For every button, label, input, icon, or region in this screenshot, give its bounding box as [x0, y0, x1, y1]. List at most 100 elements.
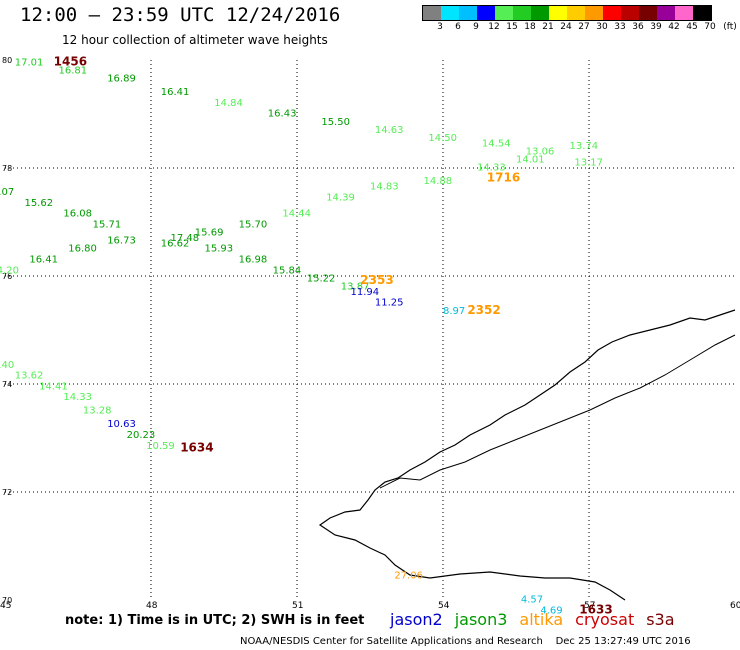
legend-label: 18: [524, 22, 536, 32]
timestamp: Dec 25 13:27:49 UTC 2016: [555, 636, 691, 647]
lon-label: 60: [730, 601, 740, 611]
legend-label: 42: [668, 22, 680, 32]
lon-label: 54: [438, 601, 450, 611]
lon-label: 57: [584, 601, 595, 611]
legend-label: 36: [632, 22, 644, 32]
legend-swatch: [459, 6, 477, 20]
satellite-jason3: jason3: [454, 610, 508, 629]
wave-height-value: 15.50: [321, 117, 350, 128]
wave-height-value: 14.33: [477, 163, 506, 174]
pass-time-label: 1634: [180, 441, 213, 455]
coastline: [318, 309, 736, 601]
lat-label: 72: [2, 488, 12, 497]
color-scale-legend: [422, 5, 712, 21]
wave-height-value: 14.88: [424, 176, 453, 187]
pass-time-label: 2353: [360, 273, 393, 287]
wave-height-value: 14.50: [428, 133, 457, 144]
legend-swatch: [603, 6, 621, 20]
wave-height-value: 13.62: [15, 371, 44, 382]
wave-height-value: 15.70: [239, 219, 268, 230]
jason2-wave-value: 10.63: [107, 419, 136, 430]
legend-label: 6: [455, 22, 461, 32]
legend-swatch: [441, 6, 459, 20]
legend-swatch: [693, 6, 711, 20]
footnote: note: 1) Time is in UTC; 2) SWH is in fe…: [65, 613, 365, 628]
legend-label: 3: [437, 22, 443, 32]
wave-height-value: 15.22: [307, 273, 336, 284]
credit-text: NOAA/NESDIS Center for Satellite Applica…: [240, 636, 543, 647]
lat-label: 70: [2, 596, 12, 605]
coastline-inner: [379, 334, 736, 489]
wave-height-value: 15.69: [195, 228, 224, 239]
legend-swatch: [675, 6, 693, 20]
wave-height-value: 13.06: [526, 147, 555, 158]
wave-height-value: 14.20: [0, 265, 19, 276]
wave-height-value: 17.01: [15, 57, 44, 68]
legend-label: 15: [506, 22, 518, 32]
legend-label: 27: [578, 22, 590, 32]
legend-label: 45: [686, 22, 698, 32]
wave-height-value-cyan: 4.57: [521, 595, 543, 606]
legend-swatch: [585, 6, 603, 20]
wave-height-value: 13.74: [570, 141, 599, 152]
wave-height-value: 14.40: [0, 360, 14, 371]
legend-label: 70: [704, 22, 716, 32]
lon-label: 51: [292, 601, 303, 611]
legend-label: 30: [596, 22, 608, 32]
legend-label: 21: [542, 22, 554, 32]
wave-height-value: 16.73: [107, 236, 136, 247]
pass-time-label: 1716: [487, 171, 520, 185]
page-title: 12:00 – 23:59 UTC 12/24/2016: [20, 4, 341, 26]
wave-height-value: 16.41: [161, 87, 190, 98]
wave-height-value: 16.89: [107, 74, 136, 85]
satellite-cryosat: cryosat: [575, 610, 635, 629]
wave-height-value: 15.62: [24, 198, 53, 209]
wave-height-value: 14.44: [282, 209, 311, 220]
pass-time-label: 2352: [467, 303, 500, 317]
pass-time-label: 1456: [54, 54, 87, 68]
wave-height-value: 16.62: [161, 238, 190, 249]
wave-height-value: 16.80: [68, 244, 97, 255]
wave-height-value: 10.59: [146, 441, 175, 452]
legend-swatch: [513, 6, 531, 20]
legend-swatch: [657, 6, 675, 20]
satellite-altika: altika: [519, 610, 564, 629]
wave-height-value: 17.48: [170, 233, 199, 244]
satellite-legend: jason2 jason3 altika cryosat s3a: [390, 610, 687, 629]
wave-height-value: 14.39: [326, 192, 355, 203]
wave-height-value-orange: 27.06: [394, 570, 423, 581]
legend-label: 24: [560, 22, 572, 32]
wave-height-value: 14.41: [39, 381, 68, 392]
legend-unit: (ft): [723, 22, 737, 32]
lat-label: 78: [2, 164, 12, 173]
wave-height-value: 14.54: [482, 138, 511, 149]
legend-label: 9: [473, 22, 479, 32]
page-subtitle: 12 hour collection of altimeter wave hei…: [62, 33, 328, 47]
lat-label: 80: [2, 56, 12, 65]
legend-swatch: [639, 6, 657, 20]
jason2-wave-value: 11.94: [351, 287, 380, 298]
wave-height-value: 16.08: [63, 209, 92, 220]
wave-height-value: 16.81: [59, 66, 88, 77]
wave-height-value: 14.83: [370, 182, 399, 193]
wave-height-value: 15.84: [273, 265, 302, 276]
wave-height-value: 20.23: [127, 430, 156, 441]
legend-swatch: [549, 6, 567, 20]
wave-height-value: 14.33: [63, 392, 92, 403]
pass-time-label: 1633: [579, 603, 612, 617]
wave-height-value-cyan: 4.69: [540, 606, 562, 617]
legend-swatch: [495, 6, 513, 20]
jason2-wave-value: 11.25: [375, 298, 404, 309]
lon-label: 45: [0, 601, 11, 611]
wave-height-value: 16.98: [239, 255, 268, 266]
credit-line: NOAA/NESDIS Center for Satellite Applica…: [240, 636, 691, 647]
wave-height-value: 15.71: [93, 219, 122, 230]
wave-height-value: 14.63: [375, 125, 404, 136]
lon-label: 48: [146, 601, 158, 611]
legend-swatch: [621, 6, 639, 20]
satellite-s3a: s3a: [646, 610, 675, 629]
legend-swatch: [567, 6, 585, 20]
legend-swatch: [477, 6, 495, 20]
legend-label: 39: [650, 22, 662, 32]
